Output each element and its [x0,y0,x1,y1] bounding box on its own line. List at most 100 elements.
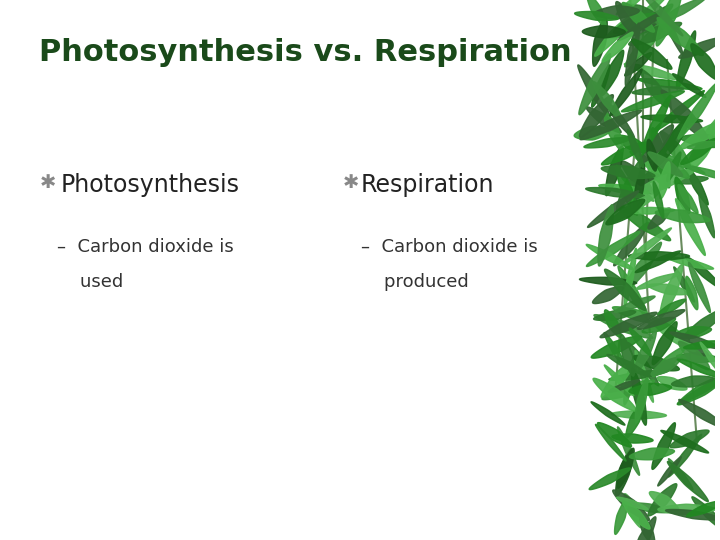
Polygon shape [601,166,655,179]
Polygon shape [632,517,656,540]
Polygon shape [591,402,625,425]
Polygon shape [678,185,698,213]
Polygon shape [652,127,670,188]
Polygon shape [612,434,653,443]
Polygon shape [657,0,706,23]
Text: Photosynthesis: Photosynthesis [60,173,240,197]
Polygon shape [674,267,695,302]
Polygon shape [601,50,624,96]
Polygon shape [692,497,720,533]
Text: used: used [57,273,123,291]
Polygon shape [618,9,670,40]
Polygon shape [653,181,664,218]
Polygon shape [634,331,656,375]
Polygon shape [611,410,667,418]
Polygon shape [658,457,681,486]
Polygon shape [616,165,638,215]
Polygon shape [687,501,720,516]
Polygon shape [686,166,708,205]
Polygon shape [621,335,634,376]
Polygon shape [658,156,689,178]
Polygon shape [617,205,670,241]
Polygon shape [616,2,638,37]
Polygon shape [678,359,720,379]
Polygon shape [652,91,704,132]
Polygon shape [629,383,672,395]
Polygon shape [579,53,611,114]
Polygon shape [624,248,636,307]
Polygon shape [660,265,683,318]
Polygon shape [625,23,639,86]
Polygon shape [628,503,671,513]
Text: Photosynthesis vs. Respiration: Photosynthesis vs. Respiration [40,38,572,67]
Polygon shape [687,141,719,149]
Polygon shape [618,266,649,320]
Polygon shape [605,269,646,310]
Polygon shape [691,44,719,80]
Polygon shape [616,0,647,15]
Polygon shape [678,341,710,370]
Polygon shape [593,287,624,303]
Polygon shape [675,199,706,255]
Polygon shape [672,74,706,97]
Polygon shape [593,17,607,66]
Polygon shape [614,135,649,153]
Polygon shape [604,112,624,151]
Polygon shape [606,199,644,225]
Polygon shape [580,110,642,140]
Polygon shape [640,125,673,163]
Polygon shape [605,100,634,138]
Polygon shape [631,368,647,425]
Polygon shape [652,423,675,469]
Polygon shape [595,424,626,461]
Polygon shape [617,448,634,488]
Polygon shape [580,94,613,137]
Polygon shape [622,242,662,294]
Polygon shape [679,306,720,342]
Polygon shape [684,165,720,181]
Polygon shape [601,142,649,165]
Polygon shape [630,151,670,177]
Polygon shape [653,114,692,169]
Polygon shape [657,376,687,390]
Polygon shape [608,192,660,224]
Polygon shape [680,134,720,147]
Polygon shape [613,222,649,266]
Polygon shape [637,309,685,329]
Polygon shape [676,31,696,89]
Polygon shape [652,151,705,173]
Polygon shape [648,152,683,177]
Polygon shape [635,251,680,273]
Polygon shape [658,504,716,515]
Polygon shape [639,515,655,540]
Polygon shape [685,256,720,290]
Polygon shape [641,70,668,107]
Polygon shape [638,79,702,90]
Polygon shape [660,131,690,167]
Polygon shape [642,318,675,333]
Polygon shape [675,177,690,214]
Polygon shape [616,497,648,510]
Polygon shape [661,90,708,140]
Polygon shape [684,341,720,349]
Polygon shape [634,164,644,214]
Polygon shape [670,332,720,349]
Polygon shape [673,177,708,184]
Text: –  Carbon dioxide is: – Carbon dioxide is [361,238,538,255]
Polygon shape [622,3,654,32]
Polygon shape [678,374,720,405]
Polygon shape [677,353,719,362]
Polygon shape [657,299,685,315]
Polygon shape [678,376,720,404]
Polygon shape [649,491,679,511]
Polygon shape [629,328,651,356]
Polygon shape [680,138,718,165]
Polygon shape [624,494,642,528]
Polygon shape [618,427,639,475]
Polygon shape [595,15,632,56]
Polygon shape [609,370,668,380]
Polygon shape [647,139,657,171]
Polygon shape [608,380,639,392]
Polygon shape [687,132,716,173]
Polygon shape [616,449,632,496]
